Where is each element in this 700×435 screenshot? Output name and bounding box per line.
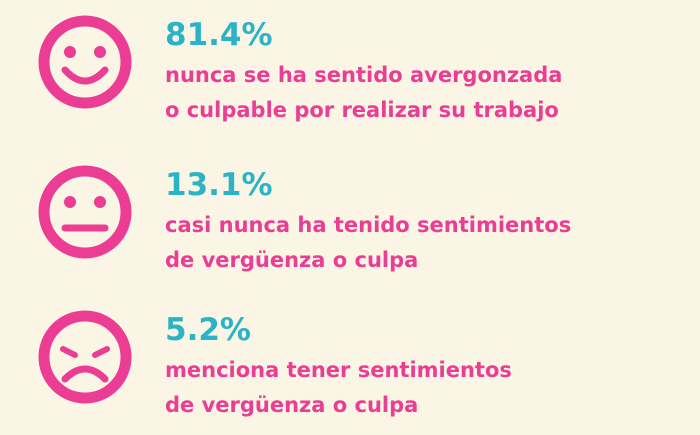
face-icon: [38, 15, 132, 109]
face-icon: [38, 310, 132, 404]
eye: [94, 46, 106, 58]
item: 81.4% nunca se ha sentido avergonzada o cu…: [38, 15, 562, 122]
eye: [64, 196, 76, 208]
eye: [94, 196, 106, 208]
eye: [64, 46, 76, 58]
description: nunca se ha sentido avergonzada: [165, 63, 562, 87]
eye: [60, 346, 78, 358]
face-outline: [38, 310, 132, 404]
face-icon: [38, 165, 132, 259]
face-outline: [38, 15, 132, 109]
description: casi nunca ha tenido sentimientos: [165, 213, 571, 237]
percent: 5.2%: [165, 312, 251, 348]
eye: [92, 346, 110, 358]
percent: 13.1%: [165, 167, 273, 203]
mouth: [61, 66, 109, 85]
item: 5.2% menciona tener sentimientos de vergüe…: [38, 310, 512, 417]
description: menciona tener sentimientos: [165, 358, 512, 382]
item: 13.1% casi nunca ha tenido sentimientos de…: [38, 165, 571, 272]
description: o culpable por realizar su trabajo: [165, 98, 559, 122]
percent: 81.4%: [165, 17, 273, 53]
mouth: [61, 365, 109, 383]
face-outline: [38, 165, 132, 259]
description: de vergüenza o culpa: [165, 393, 418, 417]
description: de vergüenza o culpa: [165, 248, 418, 272]
